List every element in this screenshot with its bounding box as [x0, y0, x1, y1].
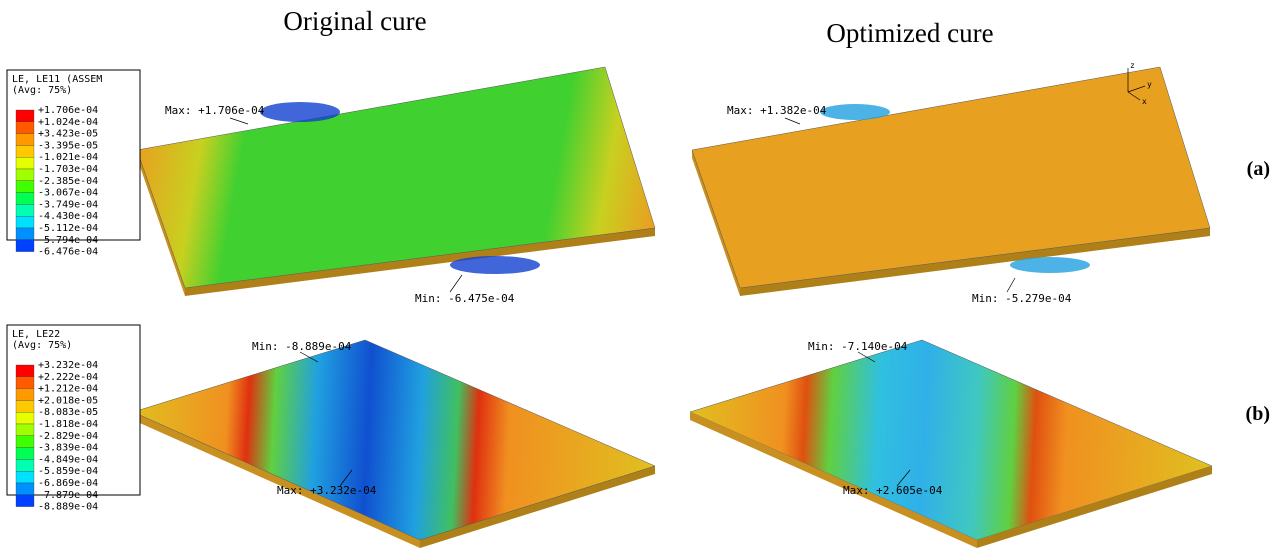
legend-swatch: [16, 134, 34, 146]
row-label: (b): [1246, 403, 1270, 425]
legend-value: -3.067e-04: [38, 188, 98, 199]
min-annotation: Min: -6.475e-04: [415, 292, 515, 305]
axis-triad-label: x: [1142, 97, 1147, 106]
figure: Original cure Optimized cure (a) (b) LE, LE1…: [0, 0, 1280, 549]
legend-value: -8.083e-05: [38, 407, 98, 418]
legend-value: +1.706e-04: [38, 105, 98, 116]
legend-swatch: [16, 122, 34, 134]
legend-value: -2.385e-04: [38, 176, 98, 187]
legend-value: +1.024e-04: [38, 117, 98, 128]
plates: [133, 67, 1212, 548]
legend-value: +3.423e-05: [38, 129, 98, 140]
legend-swatch: [16, 436, 34, 448]
legend-title: (Avg: 75%): [12, 340, 72, 351]
column-title: Original cure: [283, 6, 426, 36]
legend-swatch: [16, 377, 34, 389]
legend-value: -5.112e-04: [38, 223, 98, 234]
legend-swatch: [16, 459, 34, 471]
legend-value: -1.703e-04: [38, 164, 98, 175]
legend-swatch: [16, 169, 34, 181]
legend-value: +1.212e-04: [38, 384, 98, 395]
legend-swatch: [16, 400, 34, 412]
axis-triad-label: z: [1130, 61, 1135, 70]
legend-swatch: [16, 240, 34, 252]
legend-value: -3.749e-04: [38, 199, 98, 210]
legend-value: -1.818e-04: [38, 419, 98, 430]
min-annotation: Min: -8.889e-04: [252, 340, 352, 353]
axis-triad-label: y: [1147, 80, 1152, 89]
legend-value: -5.859e-04: [38, 466, 98, 477]
legend-swatch: [16, 145, 34, 157]
legend-value: -4.430e-04: [38, 211, 98, 222]
max-annotation: Max: +3.232e-04: [277, 484, 377, 497]
legend-value: -2.829e-04: [38, 431, 98, 442]
legend-swatch: [16, 228, 34, 240]
legend-title: (Avg: 75%): [12, 85, 72, 96]
legend-swatch: [16, 193, 34, 205]
legend-swatch: [16, 389, 34, 401]
legend-swatch: [16, 424, 34, 436]
legend-value: -7.879e-04: [38, 490, 98, 501]
legend-value: -3.839e-04: [38, 443, 98, 454]
legend-value: -4.849e-04: [38, 454, 98, 465]
legend-value: -5.794e-04: [38, 235, 98, 246]
legend-value: -1.021e-04: [38, 152, 98, 163]
legend-swatch: [16, 471, 34, 483]
legend-value: +2.222e-04: [38, 372, 98, 383]
legend-swatch: [16, 483, 34, 495]
legend-title: LE, LE11 (ASSEM: [12, 74, 102, 85]
legend-swatch: [16, 157, 34, 169]
legend-swatch: [16, 181, 34, 193]
max-annotation: Max: +1.706e-04: [165, 104, 265, 117]
legend-title: LE, LE22: [12, 329, 60, 340]
legend-value: -3.395e-05: [38, 140, 98, 151]
max-annotation: Max: +1.382e-04: [727, 104, 827, 117]
max-annotation: Max: +2.605e-04: [843, 484, 943, 497]
legend-value: +3.232e-04: [38, 360, 98, 371]
legend-value: -6.869e-04: [38, 478, 98, 489]
legend-swatch: [16, 365, 34, 377]
min-annotation: Min: -5.279e-04: [972, 292, 1072, 305]
row-label: (a): [1247, 158, 1270, 180]
legend-value: -8.889e-04: [38, 502, 98, 513]
min-annotation: Min: -7.140e-04: [808, 340, 908, 353]
legend-swatch: [16, 448, 34, 460]
legend-value: -6.476e-04: [38, 247, 98, 258]
legend-swatch: [16, 216, 34, 228]
legend-swatch: [16, 204, 34, 216]
legend-value: +2.018e-05: [38, 395, 98, 406]
column-title: Optimized cure: [826, 18, 993, 48]
legend-swatch: [16, 412, 34, 424]
legend-swatch: [16, 495, 34, 507]
legend-swatch: [16, 110, 34, 122]
